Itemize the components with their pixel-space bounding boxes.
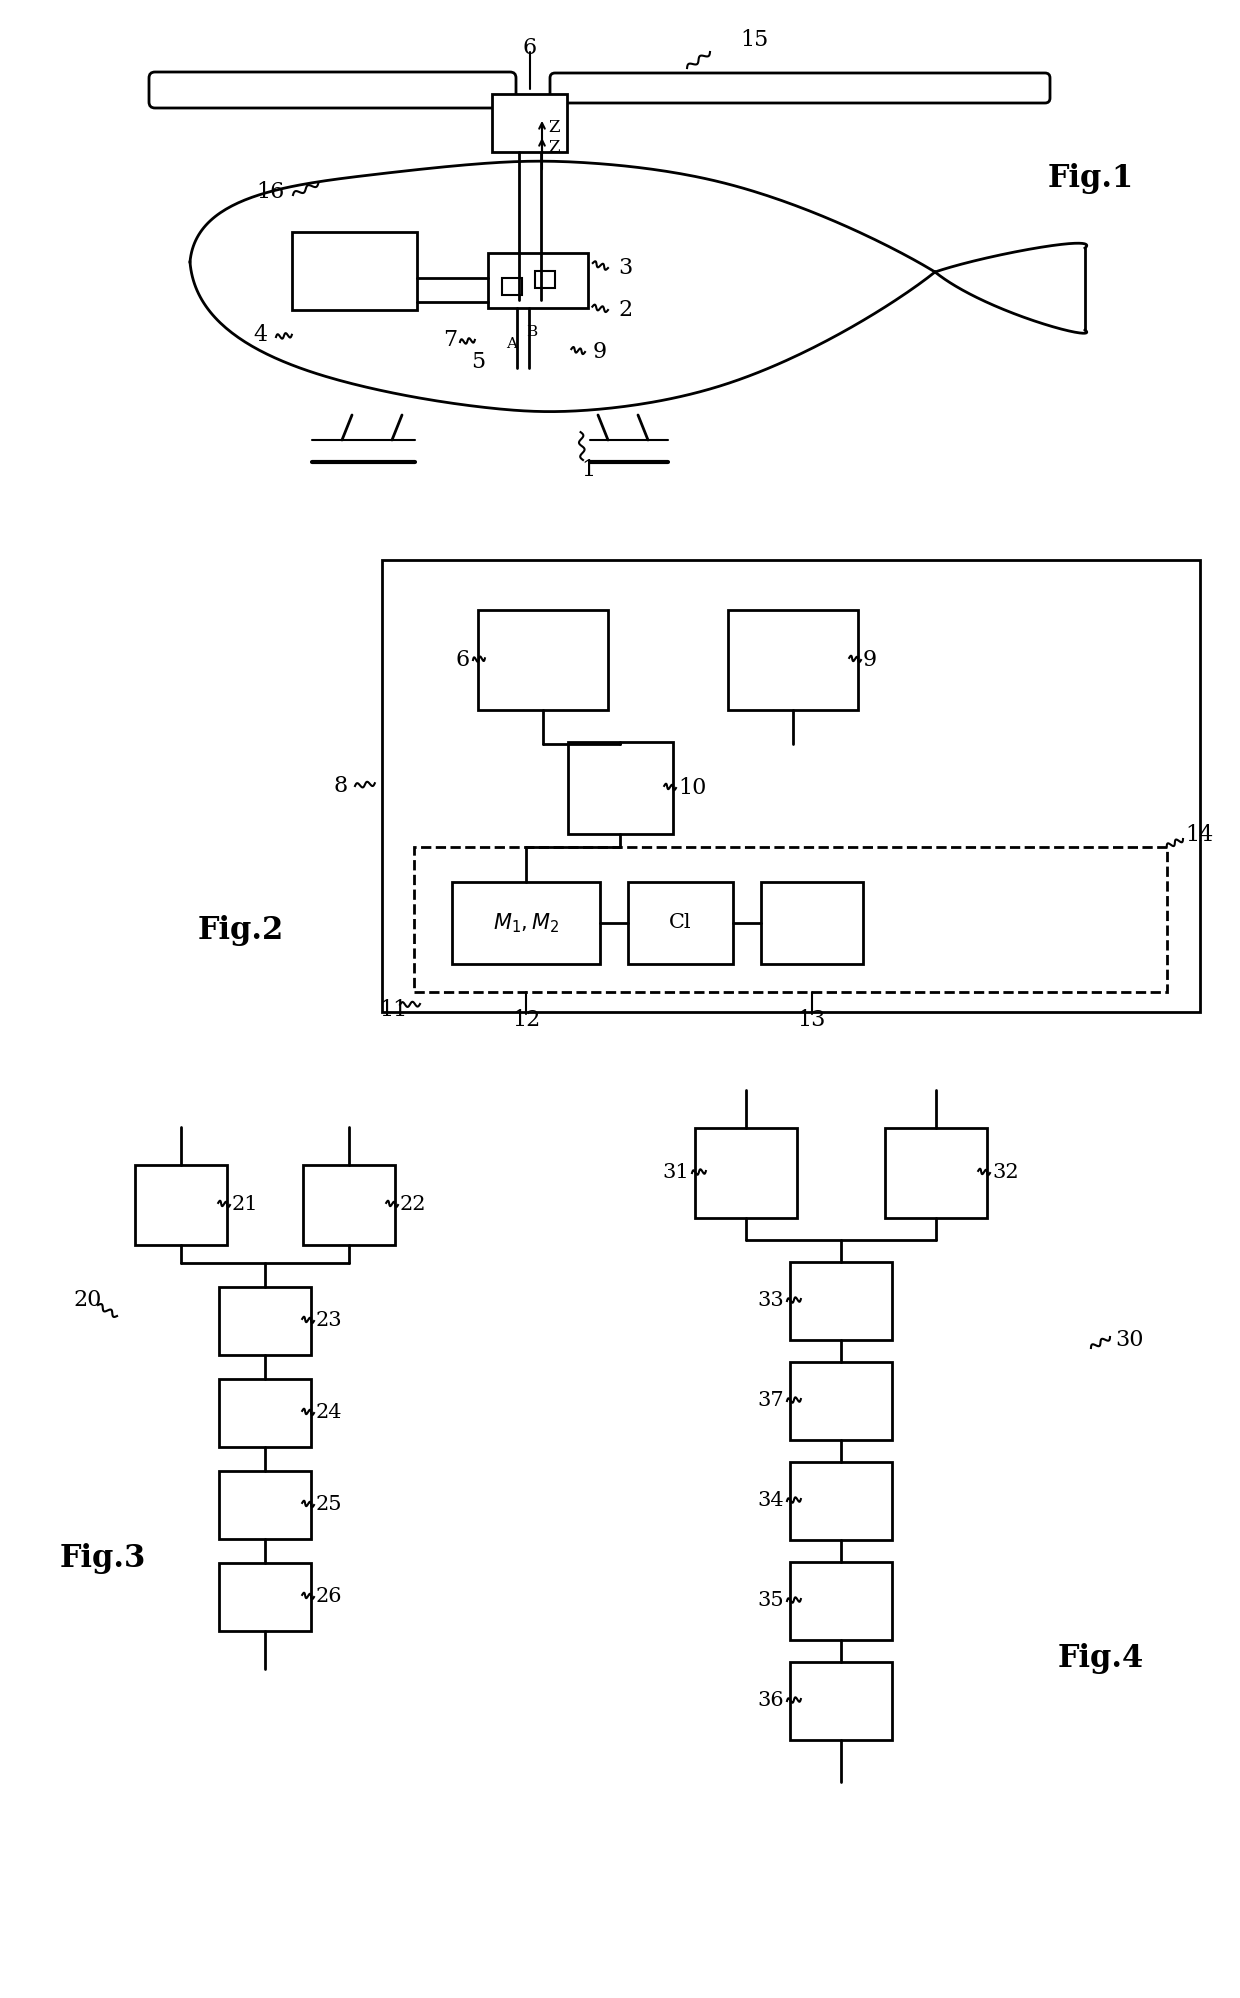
Text: 37: 37	[758, 1391, 784, 1411]
Bar	[492, 94, 567, 152]
Bar	[761, 881, 863, 963]
Bar	[728, 609, 858, 709]
Text: 5: 5	[471, 352, 485, 374]
Text: 22: 22	[401, 1195, 427, 1215]
Text: 36: 36	[758, 1692, 784, 1710]
FancyBboxPatch shape	[551, 74, 1050, 104]
Text: 16: 16	[257, 182, 285, 204]
Text: 32: 32	[992, 1163, 1018, 1183]
Bar	[303, 1165, 396, 1245]
Bar	[790, 1363, 892, 1441]
Bar	[453, 881, 600, 963]
Bar	[219, 1287, 311, 1355]
Bar	[568, 741, 673, 833]
Text: Fig.3: Fig.3	[60, 1544, 146, 1574]
Bar	[219, 1562, 311, 1630]
Text: 35: 35	[758, 1592, 784, 1610]
Text: B: B	[527, 326, 538, 340]
Text: $M_1,M_2$: $M_1,M_2$	[492, 911, 559, 935]
Text: Fig.2: Fig.2	[198, 915, 284, 945]
Text: 23: 23	[316, 1311, 342, 1331]
Text: 1: 1	[580, 460, 595, 482]
Bar	[885, 1129, 987, 1219]
Text: 2: 2	[618, 300, 632, 322]
Text: 12: 12	[512, 1009, 541, 1031]
Text: 15: 15	[740, 30, 769, 52]
Text: Cl: Cl	[668, 913, 692, 933]
Text: 4: 4	[254, 324, 268, 346]
Text: 3: 3	[618, 258, 632, 280]
Text: 6: 6	[456, 649, 470, 671]
Bar	[219, 1379, 311, 1447]
Bar	[790, 1263, 892, 1341]
FancyBboxPatch shape	[149, 72, 516, 108]
Text: 26: 26	[316, 1588, 342, 1606]
Bar	[790, 1562, 892, 1640]
Text: Fig.1: Fig.1	[1048, 162, 1135, 194]
Text: 13: 13	[797, 1009, 826, 1031]
Bar	[477, 609, 608, 709]
Text: Z: Z	[548, 120, 559, 136]
Bar	[489, 254, 588, 308]
Text: 9: 9	[863, 649, 877, 671]
Text: 21: 21	[232, 1195, 259, 1215]
Bar	[382, 559, 1200, 1013]
Text: Z: Z	[548, 140, 559, 156]
Bar	[414, 847, 1167, 991]
Text: 31: 31	[662, 1163, 689, 1183]
Bar	[694, 1129, 797, 1219]
Text: 33: 33	[758, 1291, 784, 1311]
Bar	[291, 232, 417, 310]
Text: 6: 6	[523, 38, 537, 60]
Text: 11: 11	[379, 999, 408, 1021]
Text: 20: 20	[74, 1289, 102, 1311]
Bar	[534, 272, 556, 288]
Text: 8: 8	[334, 775, 348, 797]
Bar	[219, 1471, 311, 1538]
Text: 10: 10	[678, 777, 707, 799]
Text: 24: 24	[316, 1403, 342, 1423]
Text: 9: 9	[593, 342, 608, 364]
Bar	[790, 1662, 892, 1740]
Text: A: A	[506, 338, 517, 352]
Text: Fig.4: Fig.4	[1058, 1642, 1145, 1674]
Text: 30: 30	[1115, 1329, 1143, 1351]
Bar	[627, 881, 733, 963]
Text: 14: 14	[1185, 823, 1213, 845]
Text: 34: 34	[758, 1491, 784, 1510]
Bar	[790, 1463, 892, 1540]
Bar	[502, 278, 522, 296]
Text: 7: 7	[443, 330, 458, 352]
Bar	[135, 1165, 227, 1245]
Text: 25: 25	[316, 1495, 342, 1514]
